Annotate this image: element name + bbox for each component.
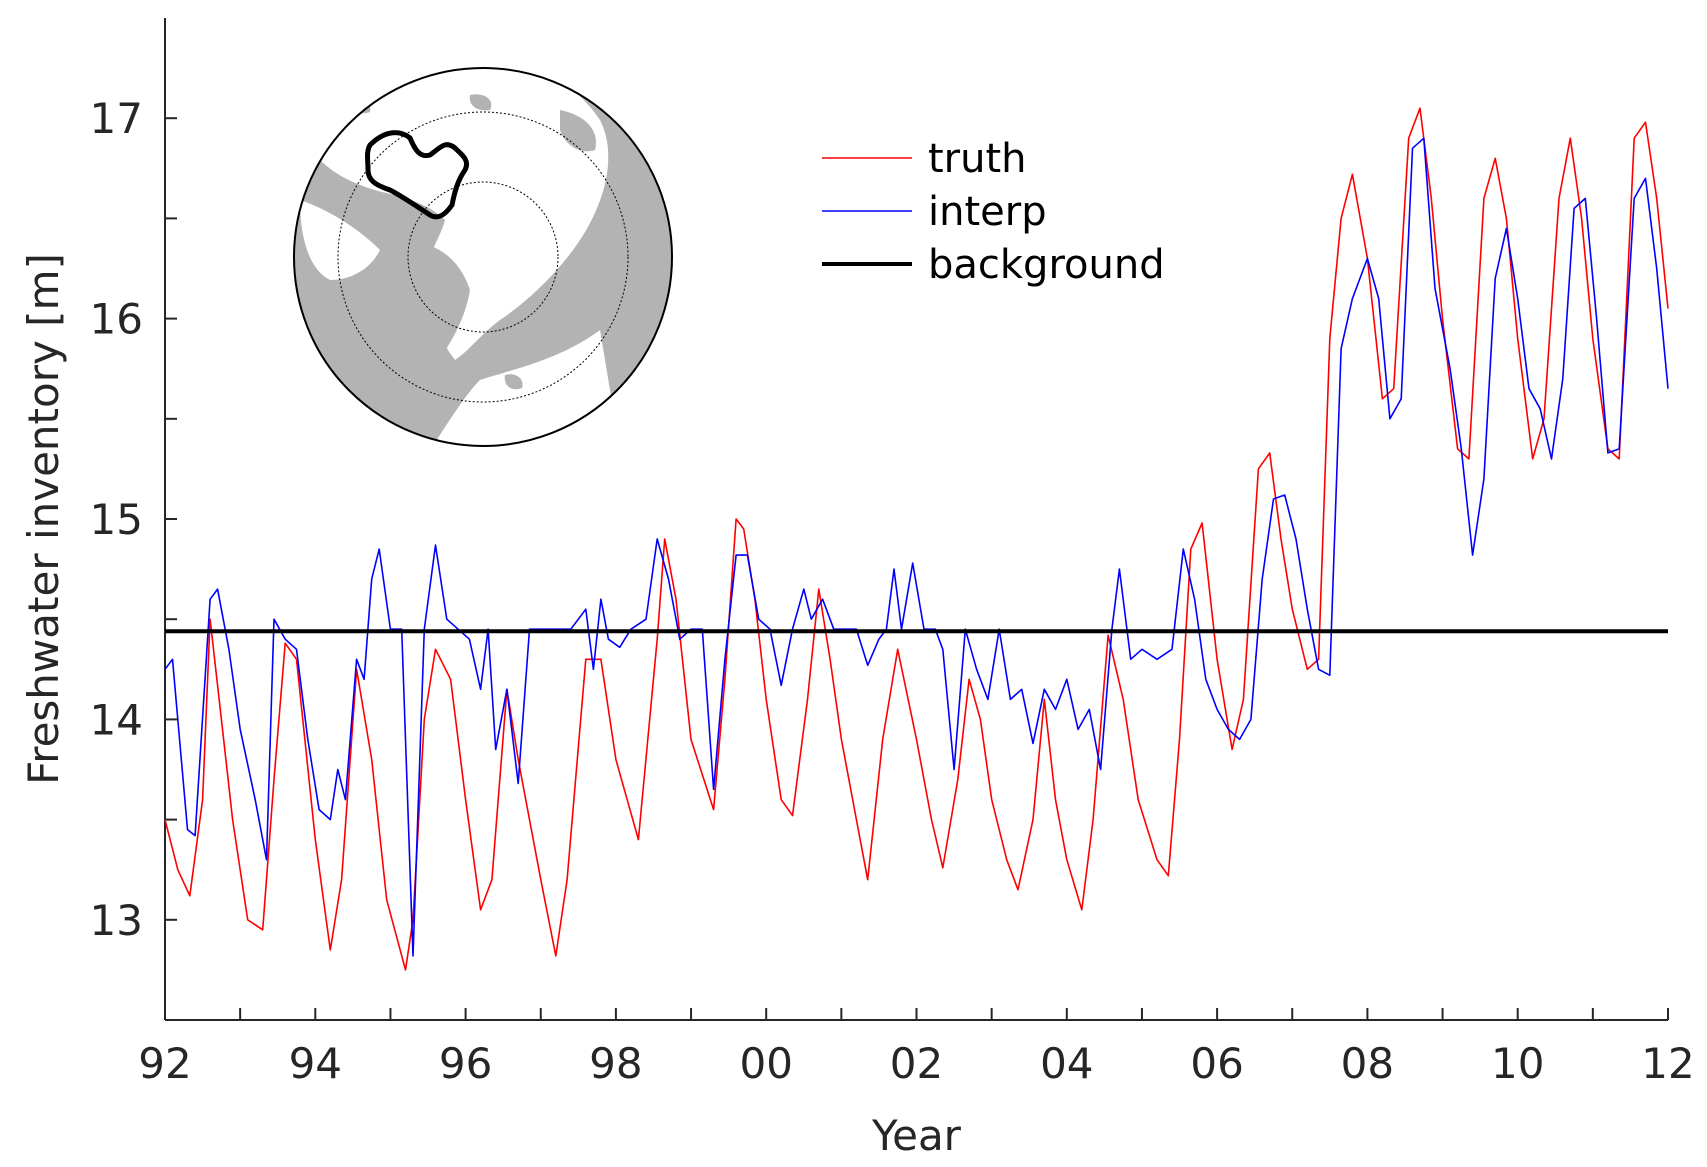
axes: 92 94 96 98 00 02 04 06 08 10 12 13 14 15 16 17 Year Fres… [19,18,1695,1160]
legend-label-truth: truth [928,136,1027,182]
x-axis-title: Year [871,1111,962,1160]
x-tick-label: 00 [739,1039,792,1088]
legend: truth interp background [822,136,1165,288]
x-tick-label: 98 [589,1039,642,1088]
x-tick-label: 04 [1040,1039,1093,1088]
y-axis-title: Freshwater inventory [m] [19,253,68,785]
y-tick-label: 16 [90,295,143,344]
x-tick-label: 94 [289,1039,342,1088]
series-layer [164,107,1669,971]
x-tick-label: 06 [1190,1039,1243,1088]
legend-label-background: background [928,242,1165,288]
y-tick-label: 15 [90,495,143,544]
y-tick-label: 13 [90,896,143,945]
arctic-polar-map-icon [293,67,673,447]
x-tick-label: 92 [138,1039,191,1088]
y-tick-label: 17 [90,94,143,143]
series-line-truth [164,107,1669,971]
x-tick-label: 12 [1641,1039,1694,1088]
legend-label-interp: interp [928,189,1047,235]
x-tick-label: 96 [439,1039,492,1088]
x-tick-label: 10 [1491,1039,1544,1088]
x-tick-label: 08 [1341,1039,1394,1088]
y-tick-label: 14 [90,695,143,744]
x-tick-label: 02 [890,1039,943,1088]
